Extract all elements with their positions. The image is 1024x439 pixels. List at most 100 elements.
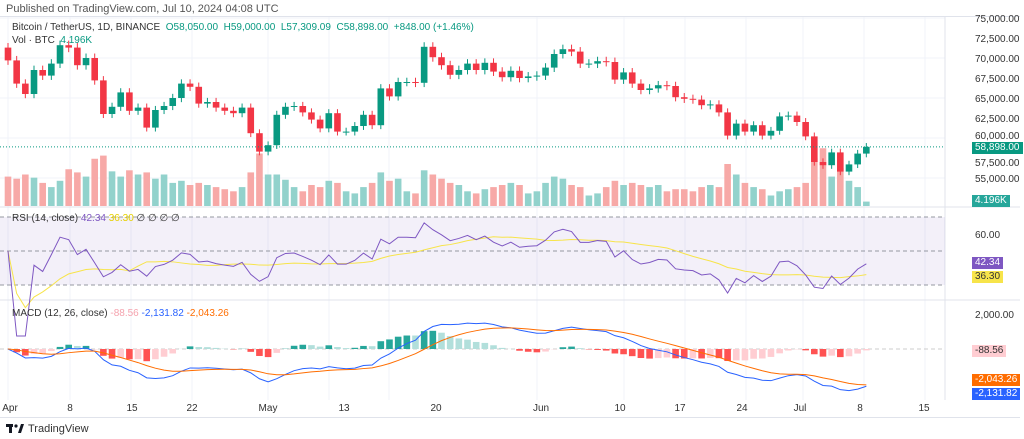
- candle-body: [550, 54, 558, 68]
- volume-bar: [30, 177, 38, 206]
- volume-bar: [472, 193, 480, 206]
- candle-body: [212, 102, 220, 108]
- macd-histogram-bar: [732, 349, 740, 361]
- macd-histogram-bar: [559, 347, 567, 349]
- volume-value: 4.196K: [60, 35, 93, 46]
- candle-body: [429, 46, 437, 58]
- signal-line: [7, 327, 867, 386]
- chart-frame[interactable]: [0, 16, 1020, 418]
- candle-body: [282, 106, 289, 115]
- macd-histogram-bar: [134, 349, 142, 360]
- volume-bar: [386, 180, 393, 206]
- volume-bar: [334, 182, 341, 206]
- volume-bar: [325, 180, 333, 206]
- candle-body: [819, 162, 827, 166]
- open-value: O58,050.00: [165, 22, 219, 33]
- macd-histogram-bar: [247, 349, 255, 352]
- macd-histogram-bar: [212, 347, 220, 349]
- volume-bar: [351, 193, 359, 206]
- price-tick: 62,500.00: [975, 114, 1020, 125]
- candle-body: [490, 62, 497, 72]
- macd-histogram-bar: [533, 349, 541, 353]
- candle-body: [308, 112, 315, 120]
- macd-histogram-bar: [767, 349, 775, 357]
- signal-tag: -2,043.26: [972, 374, 1021, 386]
- high-value: H59,000.00: [223, 22, 276, 33]
- volume-bar: [4, 176, 12, 206]
- volume-bar: [776, 191, 783, 206]
- symbol-legend: Bitcoin / TetherUS, 1D, BINANCE O58,050.…: [12, 21, 474, 47]
- volume-bar: [178, 180, 185, 206]
- time-tick: Apr: [2, 403, 18, 414]
- candle-body: [412, 82, 419, 83]
- volume-bar: [316, 187, 324, 206]
- volume-bar: [758, 189, 766, 206]
- macd-histogram-bar: [290, 345, 298, 349]
- candle-body: [507, 70, 515, 78]
- macd-histogram-bar: [542, 349, 549, 352]
- candle-body: [386, 88, 393, 97]
- rsi-legend: RSI (14, close) 42.34 36.30 ∅ ∅ ∅ ∅: [12, 213, 180, 224]
- price-tick: 60,000.00: [975, 131, 1020, 142]
- macd-histogram-bar: [837, 349, 844, 358]
- tradingview-logo[interactable]: TradingView: [6, 423, 89, 435]
- time-tick: 8: [67, 403, 73, 414]
- volume-bar: [169, 182, 177, 206]
- volume-bar: [706, 185, 714, 206]
- tv-logo-icon: [6, 424, 24, 433]
- volume-bar: [863, 201, 870, 206]
- macd-histogram-bar: [680, 349, 688, 359]
- volume-bar: [559, 178, 567, 206]
- volume-bar: [204, 185, 211, 206]
- macd-histogram-bar: [143, 349, 151, 362]
- candle-body: [316, 119, 324, 129]
- macd-histogram-bar: [420, 331, 428, 349]
- candle-body: [741, 123, 749, 132]
- candle-body: [498, 71, 506, 78]
- candle-body: [204, 102, 211, 104]
- volume-bar: [490, 187, 497, 206]
- volume-bar: [247, 172, 255, 206]
- candle-body: [273, 114, 281, 146]
- volume-bar: [420, 170, 428, 206]
- volume-bar: [611, 180, 619, 206]
- candle-body: [39, 70, 46, 76]
- volume-bar: [750, 187, 757, 206]
- volume-bar: [672, 189, 679, 206]
- candle-body: [628, 72, 636, 84]
- macd-histogram-bar: [472, 341, 480, 349]
- macd-histogram-bar: [498, 347, 506, 349]
- macd-histogram-bar: [256, 349, 263, 356]
- macd-histogram-bar: [628, 349, 636, 357]
- volume-bar: [663, 191, 671, 206]
- macd-histogram-bar: [602, 349, 610, 351]
- candle-body: [186, 83, 194, 87]
- macd-histogram-bar: [516, 349, 523, 351]
- macd-histogram-bar: [741, 349, 749, 361]
- candle-body: [533, 75, 541, 77]
- volume-bar: [542, 182, 549, 206]
- candle-body: [377, 88, 385, 126]
- macd-histogram-bar: [403, 335, 411, 349]
- time-tick: 8: [857, 403, 863, 414]
- candle-body: [758, 125, 766, 136]
- volume-bar: [637, 185, 645, 206]
- candle-body: [360, 114, 367, 126]
- volume-bar: [186, 185, 194, 206]
- macd-histogram-bar: [845, 349, 853, 357]
- macd-histogram-bar: [758, 349, 766, 359]
- time-tick: 24: [736, 403, 748, 414]
- volume-bar: [290, 187, 298, 206]
- candle-body: [620, 72, 627, 80]
- volume-bar: [793, 187, 801, 206]
- candle-body: [100, 80, 107, 114]
- volume-bar: [550, 176, 558, 206]
- candle-body: [152, 110, 159, 128]
- volume-bar: [412, 193, 419, 206]
- volume-bar: [732, 174, 740, 206]
- volume-bar: [715, 187, 723, 206]
- macd-histogram-bar: [204, 347, 211, 349]
- macd-histogram-bar: [386, 339, 393, 349]
- volume-bar: [646, 187, 653, 206]
